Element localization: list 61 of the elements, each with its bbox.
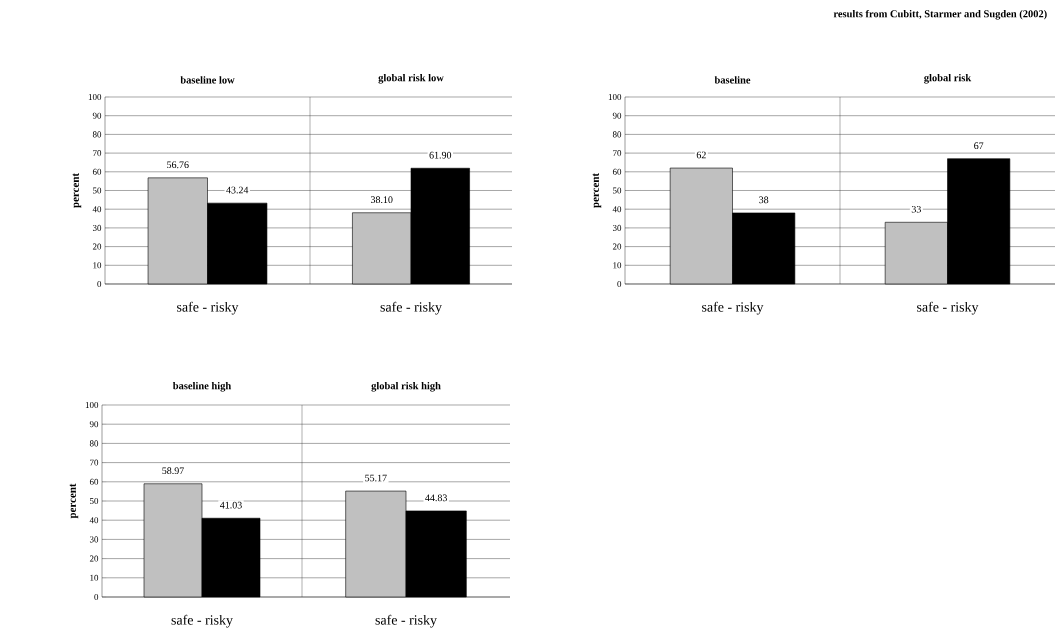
y-tick-label: 0 bbox=[97, 280, 102, 288]
y-tick-label: 30 bbox=[89, 536, 99, 543]
x-tick-label: safe - risky bbox=[375, 614, 437, 628]
y-tick-label: 60 bbox=[92, 168, 102, 175]
y-tick-label: 80 bbox=[89, 440, 99, 447]
y-tick-label: 40 bbox=[89, 517, 99, 524]
data-label: 67 bbox=[974, 142, 984, 150]
chart-title: global risk low bbox=[378, 73, 444, 84]
chart-title: global risk bbox=[924, 73, 972, 84]
x-tick-label: safe - risky bbox=[177, 301, 239, 315]
y-tick-label: 40 bbox=[92, 206, 102, 213]
y-tick-label: 0 bbox=[94, 593, 99, 601]
y-tick-label: 100 bbox=[85, 401, 99, 409]
y-tick-label: 20 bbox=[89, 555, 99, 562]
y-tick-label: 10 bbox=[93, 262, 102, 269]
y-tick-label: 20 bbox=[92, 243, 102, 250]
data-label: 55.17 bbox=[365, 474, 387, 482]
y-axis-title: percent bbox=[72, 173, 82, 208]
chart-title: global risk high bbox=[371, 381, 441, 392]
data-label: 62 bbox=[696, 151, 706, 159]
y-tick-label: 30 bbox=[92, 224, 102, 231]
chart-title: baseline low bbox=[180, 76, 235, 84]
y-tick-label: 10 bbox=[613, 262, 622, 269]
x-tick-label: safe - risky bbox=[171, 614, 233, 628]
y-tick-label: 50 bbox=[613, 187, 622, 194]
y-tick-label: 100 bbox=[88, 93, 102, 101]
y-tick-label: 40 bbox=[612, 206, 622, 213]
text: results from Cubitt, Starmer and Sugden (2002) bbox=[833, 9, 1047, 20]
data-label: 33 bbox=[911, 205, 921, 213]
y-tick-label: 70 bbox=[93, 150, 102, 157]
y-tick-label: 80 bbox=[92, 131, 102, 138]
x-tick-label: safe - risky bbox=[380, 301, 442, 315]
data-label: 41.03 bbox=[219, 501, 242, 509]
y-tick-label: 50 bbox=[93, 187, 102, 194]
y-tick-label: 20 bbox=[612, 243, 622, 250]
y-tick-label: 10 bbox=[90, 574, 99, 581]
data-label: 44.83 bbox=[425, 494, 447, 502]
y-tick-label: 60 bbox=[89, 478, 99, 485]
data-label: 38 bbox=[759, 196, 769, 204]
chart-title: baseline high bbox=[172, 381, 232, 392]
y-tick-label: 80 bbox=[612, 131, 622, 138]
data-label: 43.24 bbox=[226, 186, 249, 194]
y-tick-label: 90 bbox=[92, 112, 102, 119]
y-tick-label: 60 bbox=[612, 168, 622, 175]
y-tick-label: 50 bbox=[90, 497, 99, 505]
y-tick-label: 100 bbox=[608, 93, 622, 101]
y-tick-label: 90 bbox=[89, 421, 99, 428]
y-tick-label: 70 bbox=[613, 150, 622, 157]
x-tick-label: safe - risky bbox=[702, 301, 764, 315]
data-label: 61.90 bbox=[429, 151, 452, 159]
y-tick-label: 90 bbox=[612, 112, 622, 119]
x-tick-label: safe - risky bbox=[917, 301, 979, 315]
data-label: 56.76 bbox=[167, 161, 189, 169]
chart-title: baseline bbox=[714, 76, 751, 84]
data-label: 38.10 bbox=[370, 196, 393, 204]
y-tick-label: 0 bbox=[617, 280, 622, 288]
data-label: 58.97 bbox=[162, 467, 184, 475]
y-axis-title: percent bbox=[592, 173, 602, 208]
y-tick-label: 30 bbox=[612, 224, 622, 231]
y-tick-label: 70 bbox=[90, 459, 99, 466]
y-axis-title: percent bbox=[69, 483, 79, 519]
